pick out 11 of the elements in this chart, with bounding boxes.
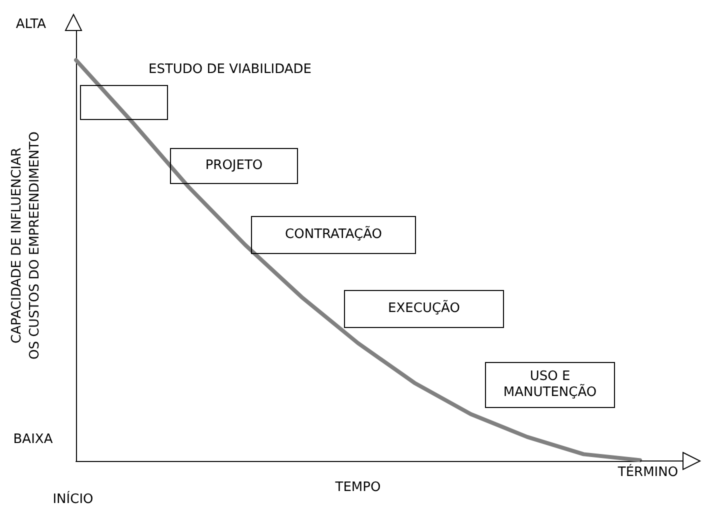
annotation: ESTUDO DE VIABILIDADE xyxy=(147,61,312,79)
x-axis-title: TEMPO xyxy=(334,480,381,495)
annotation: PROJETO xyxy=(170,148,298,184)
annotation: CONTRATAÇÃO xyxy=(251,216,416,254)
y-axis-title: CAPACIDADE DE INFLUENCIAR OS CUSTOS DO EMPREENDIMENTO xyxy=(10,131,42,360)
annotation: EXECUÇÃO xyxy=(344,290,504,328)
text: TÉRMINO xyxy=(616,464,680,482)
text: ALTA xyxy=(14,16,48,34)
text: BAIXA xyxy=(12,431,54,449)
annotation: USO E MANUTENÇÃO xyxy=(485,362,615,408)
text: INÍCIO xyxy=(52,491,94,509)
